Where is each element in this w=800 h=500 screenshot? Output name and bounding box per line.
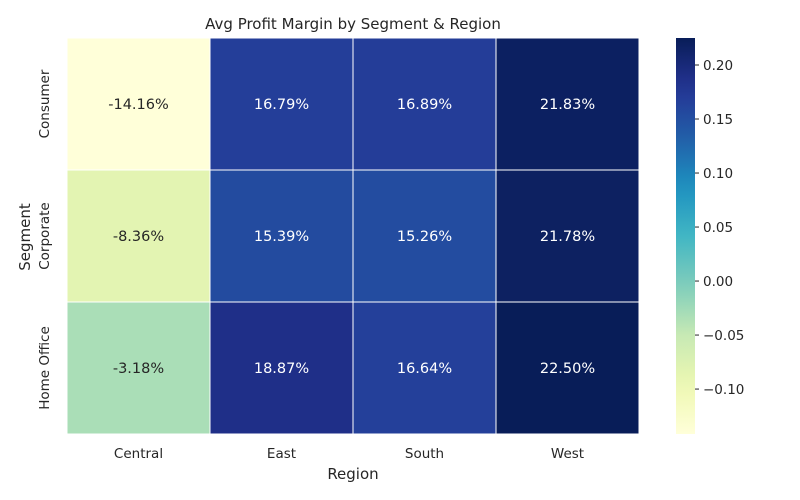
x-tick-label: East <box>267 446 296 462</box>
heatmap-cell <box>352 37 497 171</box>
heatmap-cell <box>495 169 640 303</box>
colorbar-tick-label: −0.10 <box>703 382 744 398</box>
colorbar-tick-label: −0.05 <box>703 328 744 344</box>
y-tick-label: Consumer <box>37 69 53 138</box>
heatmap-cell <box>66 301 211 435</box>
x-tick-labels: Central East South West <box>114 446 584 462</box>
colorbar <box>676 38 695 434</box>
cell-value-label: 18.87% <box>254 361 309 377</box>
cell-value-label: 21.83% <box>540 97 595 113</box>
heatmap-cells: -14.16% 16.79% 16.89% 21.83% -8.36% 15.39% 15.… <box>66 37 640 435</box>
cell-value-label: 16.64% <box>397 361 452 377</box>
heatmap-cell <box>209 301 354 435</box>
y-tick-label: Home Office <box>37 326 53 410</box>
cell-value-label: 15.26% <box>397 229 452 245</box>
heatmap-cell <box>495 301 640 435</box>
x-axis-label: Region <box>327 465 378 483</box>
cell-value-label: -3.18% <box>113 361 164 377</box>
cell-value-label: 15.39% <box>254 229 309 245</box>
colorbar-tick-label: 0.20 <box>703 58 733 74</box>
heatmap-cell <box>495 37 640 171</box>
y-tick-label: Corporate <box>37 202 53 270</box>
colorbar-tick-label: 0.10 <box>703 166 733 182</box>
x-tick-label: West <box>551 446 584 462</box>
heatmap-cell <box>66 37 211 171</box>
x-tick-label: South <box>405 446 444 462</box>
chart-title: Avg Profit Margin by Segment & Region <box>205 15 501 33</box>
cell-value-label: -14.16% <box>108 97 169 113</box>
heatmap-cell <box>66 169 211 303</box>
cell-value-label: 21.78% <box>540 229 595 245</box>
x-tick-label: Central <box>114 446 163 462</box>
cell-value-label: 16.89% <box>397 97 452 113</box>
y-tick-labels: Consumer Corporate Home Office <box>37 69 53 410</box>
heatmap-cell <box>209 169 354 303</box>
cell-value-label: 16.79% <box>254 97 309 113</box>
y-axis-label: Segment <box>16 203 34 271</box>
cell-value-label: -8.36% <box>113 229 164 245</box>
heatmap-cell <box>209 37 354 171</box>
colorbar-tick-label: 0.05 <box>703 220 733 236</box>
colorbar-tick-label: 0.15 <box>703 112 733 128</box>
colorbar-ticks: −0.10 −0.05 0.00 0.05 0.10 0.15 0.20 <box>695 58 744 398</box>
cell-value-label: 22.50% <box>540 361 595 377</box>
colorbar-tick-label: 0.00 <box>703 274 733 290</box>
